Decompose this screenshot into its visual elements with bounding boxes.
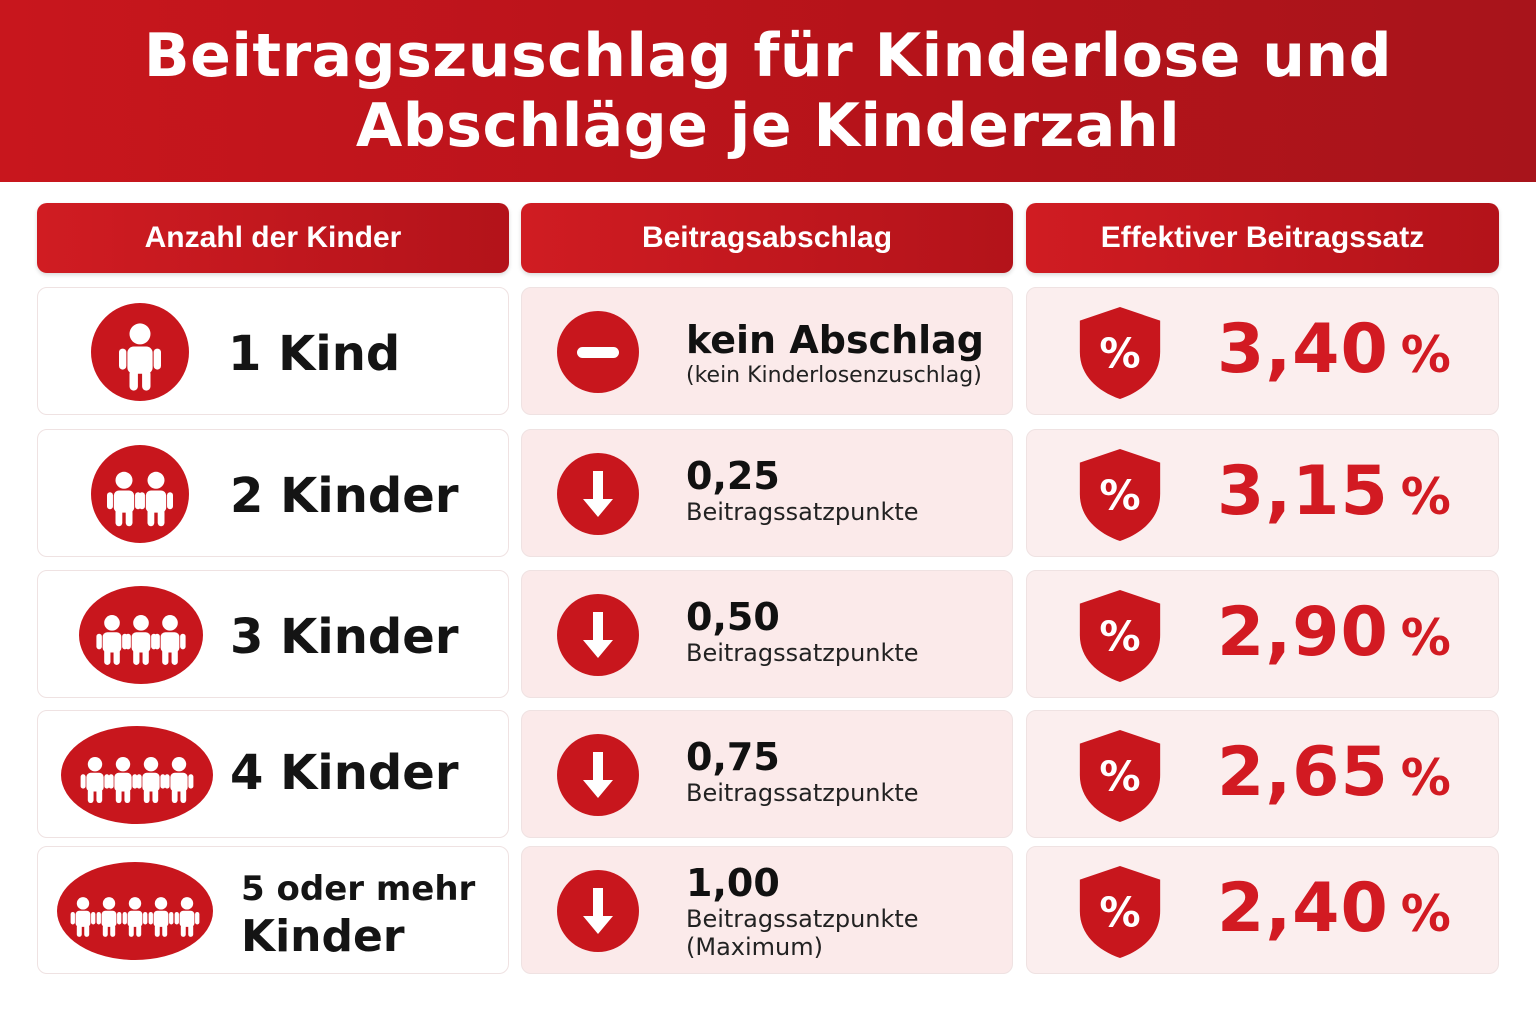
- row-4-children-cell: 4 Kinder: [37, 710, 509, 838]
- percent-shield-icon: [1079, 306, 1161, 400]
- row-1-discount-cell: kein Abschlag (kein Kinderlosenzuschlag): [521, 287, 1013, 415]
- row-4-rate: 2,65%: [1217, 733, 1451, 812]
- percent-shield-icon: [1079, 448, 1161, 542]
- row-4-discount-cell: 0,75 Beitragssatzpunkte: [521, 710, 1013, 838]
- page-title-line-2: Abschläge je Kinderzahl: [355, 91, 1181, 161]
- row-2-rate-cell: 3,15%: [1026, 429, 1499, 557]
- children-icon: [57, 862, 213, 960]
- row-2-rate: 3,15%: [1217, 452, 1451, 531]
- row-3-discount-note: Beitragssatzpunkte: [686, 639, 919, 667]
- row-5-children-cell: 5 oder mehr Kinder: [37, 846, 509, 974]
- row-2-discount-note: Beitragssatzpunkte: [686, 498, 919, 526]
- children-icon: [61, 726, 213, 824]
- children-icon: [91, 445, 189, 543]
- row-3-rate-cell: 2,90%: [1026, 570, 1499, 698]
- row-2-discount-value: 0,25: [686, 454, 780, 498]
- row-3-rate: 2,90%: [1217, 593, 1451, 672]
- row-3-children-cell: 3 Kinder: [37, 570, 509, 698]
- percent-shield-icon: [1079, 865, 1161, 959]
- row-2-discount-cell: 0,25 Beitragssatzpunkte: [521, 429, 1013, 557]
- row-5-discount-note-2: (Maximum): [686, 933, 823, 961]
- page-title-line-1: Beitragszuschlag für Kinderlose und: [143, 21, 1393, 91]
- row-5-rate-cell: 2,40%: [1026, 846, 1499, 974]
- row-3-discount-value: 0,50: [686, 595, 780, 639]
- row-1-discount-note: (kein Kinderlosenzuschlag): [686, 363, 982, 388]
- row-3-children-label: 3 Kinder: [230, 609, 459, 665]
- percent-shield-icon: [1079, 729, 1161, 823]
- row-5-children-label-line-1: 5 oder mehr: [241, 869, 476, 909]
- row-2-children-label: 2 Kinder: [230, 468, 459, 524]
- row-5-discount-note: Beitragssatzpunkte: [686, 905, 919, 933]
- row-5-discount-value: 1,00: [686, 861, 780, 905]
- percent-shield-icon: [1079, 589, 1161, 683]
- row-5-rate: 2,40%: [1217, 869, 1451, 948]
- arrow-down-circle-icon: [557, 870, 639, 952]
- row-4-discount-value: 0,75: [686, 735, 780, 779]
- row-1-rate-cell: 3,40%: [1026, 287, 1499, 415]
- column-header-discount: Beitragsabschlag: [521, 203, 1013, 273]
- row-4-rate-cell: 2,65%: [1026, 710, 1499, 838]
- children-icon: [79, 586, 203, 684]
- row-1-children-cell: 1 Kind: [37, 287, 509, 415]
- arrow-down-circle-icon: [557, 594, 639, 676]
- arrow-down-circle-icon: [557, 453, 639, 535]
- title-banner: Beitragszuschlag für Kinderlose und Absc…: [0, 0, 1536, 182]
- row-5-children-label: 5 oder mehr Kinder: [241, 865, 475, 961]
- row-5-children-label-line-2: Kinder: [241, 911, 405, 962]
- row-2-children-cell: 2 Kinder: [37, 429, 509, 557]
- arrow-down-circle-icon: [557, 734, 639, 816]
- row-4-children-label: 4 Kinder: [230, 745, 459, 801]
- child-icon: [91, 303, 189, 401]
- minus-circle-icon: [557, 311, 639, 393]
- row-5-discount-cell: 1,00 Beitragssatzpunkte (Maximum): [521, 846, 1013, 974]
- row-1-rate: 3,40%: [1217, 310, 1451, 389]
- row-3-discount-cell: 0,50 Beitragssatzpunkte: [521, 570, 1013, 698]
- column-header-children: Anzahl der Kinder: [37, 203, 509, 273]
- column-header-rate: Effektiver Beitragssatz: [1026, 203, 1499, 273]
- row-1-discount-value: kein Abschlag: [686, 318, 985, 362]
- row-1-children-label: 1 Kind: [228, 326, 401, 382]
- row-4-discount-note: Beitragssatzpunkte: [686, 779, 919, 807]
